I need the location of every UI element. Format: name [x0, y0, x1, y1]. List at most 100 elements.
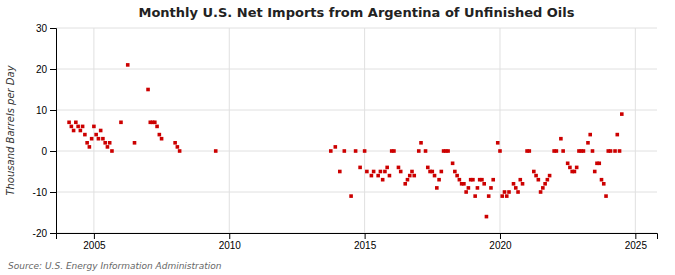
point	[512, 182, 516, 186]
point	[458, 178, 462, 182]
tick-mark	[50, 192, 56, 193]
tick-mark	[635, 233, 636, 239]
point	[593, 170, 597, 174]
point	[507, 190, 511, 194]
point	[462, 182, 466, 186]
point	[173, 141, 177, 145]
point	[338, 170, 342, 174]
point	[419, 141, 423, 145]
point	[424, 149, 428, 153]
point	[476, 186, 480, 190]
point	[97, 137, 101, 141]
point	[618, 149, 622, 153]
point	[453, 170, 457, 174]
point	[399, 170, 403, 174]
point	[464, 190, 468, 194]
tick-mark	[50, 151, 56, 152]
point	[372, 170, 376, 174]
tick-label: 20	[36, 64, 48, 75]
point	[381, 178, 385, 182]
point	[365, 170, 369, 174]
point	[498, 149, 502, 153]
point	[176, 145, 180, 149]
point	[559, 137, 563, 141]
point	[537, 178, 541, 182]
point	[343, 149, 347, 153]
point	[76, 125, 80, 129]
point	[406, 178, 410, 182]
point	[613, 149, 617, 153]
point	[379, 170, 383, 174]
tick-mark	[50, 69, 56, 70]
tick-mark	[50, 28, 56, 29]
point	[433, 174, 437, 178]
point	[106, 145, 110, 149]
point	[528, 149, 532, 153]
point	[491, 178, 495, 182]
point	[81, 125, 85, 129]
point	[119, 121, 123, 125]
tick-label: -10	[33, 187, 48, 198]
point	[471, 178, 475, 182]
point	[539, 190, 543, 194]
grid-line-x	[93, 28, 94, 233]
point	[101, 137, 105, 141]
point	[604, 194, 608, 198]
point	[496, 141, 500, 145]
point	[582, 149, 586, 153]
point	[555, 149, 559, 153]
plot: 20052010201520202025-20-100102030	[33, 23, 658, 251]
tick: 10	[36, 105, 56, 116]
point	[561, 149, 565, 153]
point	[597, 162, 601, 166]
point	[573, 170, 577, 174]
axis-line	[57, 234, 658, 240]
y-axis-label: Thousand Barrels per Day	[5, 64, 16, 195]
point	[532, 170, 536, 174]
tick: -20	[33, 228, 56, 239]
point	[566, 162, 570, 166]
point	[79, 129, 83, 133]
point	[403, 182, 407, 186]
grid-line-y	[56, 28, 657, 29]
title: Monthly U.S. Net Imports from Argentina …	[138, 5, 574, 20]
point	[334, 145, 338, 149]
tick-label: 2005	[83, 240, 106, 251]
point	[70, 125, 74, 129]
point	[518, 178, 522, 182]
point	[534, 174, 538, 178]
point	[408, 174, 412, 178]
grid-line-y	[56, 192, 657, 193]
point	[451, 162, 455, 166]
tick: 0	[41, 146, 56, 157]
point	[503, 190, 507, 194]
tick: -10	[33, 187, 56, 198]
point	[99, 129, 103, 133]
point	[431, 170, 435, 174]
tick-mark	[50, 110, 56, 111]
point	[568, 166, 572, 170]
tick: 2015	[354, 233, 377, 251]
point	[385, 166, 389, 170]
tick: 20	[36, 64, 56, 75]
point	[329, 149, 333, 153]
point	[500, 194, 504, 198]
point	[349, 194, 353, 198]
point	[83, 133, 87, 137]
tick-label: 2015	[354, 240, 377, 251]
point	[358, 166, 362, 170]
tick-mark	[50, 233, 56, 234]
tick-label: 2025	[625, 240, 648, 251]
point	[94, 133, 98, 137]
chart: 20052010201520202025-20-100102030Monthly…	[0, 0, 675, 275]
axis-line	[50, 29, 57, 234]
tick-label: 0	[41, 146, 47, 157]
point	[602, 182, 606, 186]
annotation: Source: U.S. Energy Information Administ…	[8, 261, 222, 271]
point	[467, 186, 471, 190]
point	[383, 170, 387, 174]
point	[482, 182, 486, 186]
point	[620, 112, 624, 116]
point	[521, 182, 525, 186]
point	[543, 182, 547, 186]
